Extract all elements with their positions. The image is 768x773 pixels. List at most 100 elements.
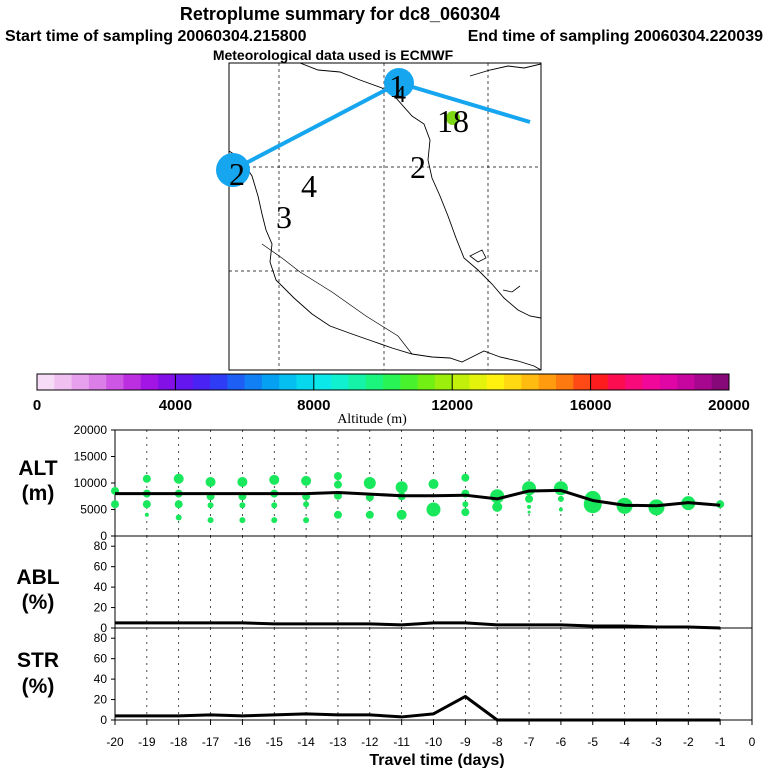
met-data-note: Meteorological data used is ECMWF <box>213 47 454 63</box>
abl-unit: (%) <box>22 591 55 614</box>
altitude-point <box>207 517 214 524</box>
colorbar-swatch <box>590 374 609 390</box>
altitude-point <box>527 510 531 514</box>
colorbar-swatch <box>140 374 159 390</box>
day-marker: 18 <box>437 103 469 139</box>
colorbar-swatch <box>296 374 315 390</box>
colorbar-swatch <box>486 374 505 390</box>
altitude-point <box>301 475 312 486</box>
colorbar-swatch <box>573 374 592 390</box>
altitude-point <box>461 473 470 482</box>
x-tick-label: -17 <box>202 735 220 749</box>
colorbar-tick-label: 20000 <box>708 397 750 414</box>
altitude-line <box>115 488 721 508</box>
altitude-point <box>525 494 534 503</box>
colorbar-swatch <box>261 374 280 390</box>
x-tick-label: -4 <box>619 735 630 749</box>
x-tick-label: -2 <box>683 735 694 749</box>
day-marker: 4 <box>301 168 317 204</box>
altitude-point <box>269 474 280 485</box>
trajectory-point <box>446 111 460 125</box>
colorbar-swatch <box>158 374 176 390</box>
coastline-north <box>299 63 541 319</box>
colorbar-tick-labels: 0 4000 8000 12000 16000 20000 <box>33 374 750 414</box>
colorbar-swatch <box>244 374 263 390</box>
colorbar-swatch <box>279 374 297 390</box>
altitude-point <box>558 507 563 512</box>
altitude-point <box>333 472 342 481</box>
colorbar-swatch <box>625 374 643 390</box>
x-tick-label: -3 <box>651 735 662 749</box>
altitude-point <box>461 508 470 517</box>
altitude-point <box>174 500 183 509</box>
x-tick-label: -9 <box>460 735 471 749</box>
day-marker: 2 <box>229 156 245 192</box>
altitude-point <box>175 514 182 521</box>
start-time-label: Start time of sampling 20060304.215800 <box>5 28 307 45</box>
y-tick-label: 80 <box>94 631 108 645</box>
y-tick-label: 40 <box>94 672 108 686</box>
x-tick-label: -20 <box>106 735 124 749</box>
altitude-point <box>173 473 184 484</box>
altitude-point <box>557 495 564 502</box>
colorbar-swatch <box>469 374 488 390</box>
x-tick-label: -15 <box>266 735 284 749</box>
y-tick-label: 10000 <box>74 476 108 490</box>
colorbar-swatch <box>452 374 470 390</box>
colorbar-swatch <box>607 374 626 390</box>
abl-line <box>115 621 721 630</box>
altitude-point <box>144 512 149 517</box>
coastline <box>229 150 541 370</box>
colorbar-swatch <box>54 374 73 390</box>
colorbar-swatch <box>383 374 401 390</box>
abl-panel: 0 20 40 60 80 ABL(%) <box>16 535 753 635</box>
x-tick-label: -5 <box>587 735 598 749</box>
colorbar-swatch <box>313 374 332 390</box>
altitude-point <box>462 501 469 508</box>
colorbar-tick-label: 8000 <box>297 397 330 414</box>
altitude-point <box>142 474 151 483</box>
x-axis-label: Travel time (days) <box>369 752 504 768</box>
x-tick-label: -10 <box>425 735 443 749</box>
colorbar-swatch <box>227 374 246 390</box>
altitude-unit: (m) <box>22 482 55 505</box>
y-tick-label: 0 <box>100 713 107 727</box>
altitude-point <box>648 499 665 516</box>
altitude-colorbar <box>36 373 730 391</box>
colorbar-label: Altitude (m) <box>337 412 407 427</box>
day-marker: 4 <box>394 82 406 108</box>
colorbar-swatch <box>175 374 194 390</box>
x-tick-label: -6 <box>556 735 567 749</box>
str-unit: (%) <box>22 675 55 698</box>
end-time-label: End time of sampling 20060304.220039 <box>468 28 763 45</box>
colorbar-swatch <box>659 374 678 390</box>
colorbar-tick-label: 12000 <box>431 397 473 414</box>
abl-label: ABL <box>16 566 59 589</box>
time-series-panels: 05000100001500020000ALT(m)020406080ABL(%… <box>16 423 753 727</box>
colorbar-swatch <box>192 374 211 390</box>
altitude-point <box>492 501 503 512</box>
altitude-point <box>239 502 246 509</box>
colorbar-swatch <box>417 374 436 390</box>
colorbar-swatch <box>210 374 228 390</box>
colorbar-tick-label: 0 <box>33 397 41 414</box>
colorbar-swatch <box>71 374 90 390</box>
altitude-point <box>111 500 119 509</box>
y-tick-label: 20 <box>94 601 108 615</box>
x-tick-label: -8 <box>492 735 503 749</box>
coastline-islands <box>469 249 521 293</box>
str-label: STR <box>17 649 59 672</box>
day-marker: 3 <box>276 199 292 235</box>
str-line <box>115 694 721 722</box>
x-tick-label: -14 <box>297 735 315 749</box>
x-tick-label: -18 <box>170 735 188 749</box>
altitude-point <box>271 502 278 509</box>
day-marker: 1 <box>389 68 405 104</box>
trajectory-point <box>216 153 250 187</box>
colorbar-tick-label: 4000 <box>159 397 192 414</box>
colorbar-swatch <box>123 374 142 390</box>
colorbar-swatch <box>365 374 384 390</box>
colorbar-tick-label: 16000 <box>570 397 612 414</box>
colorbar-swatch <box>642 374 661 390</box>
